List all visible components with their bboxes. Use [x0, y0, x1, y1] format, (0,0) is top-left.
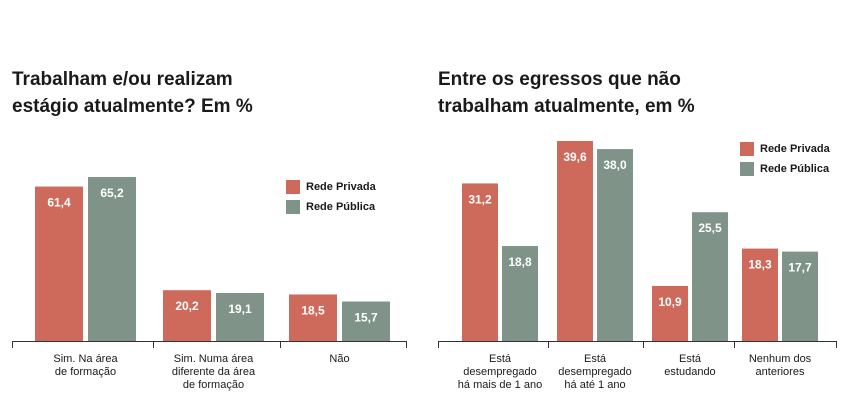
legend-item-rede-publica: Rede Pública — [740, 159, 830, 179]
x-tick-label-line: Nenhum dos — [749, 353, 812, 365]
chart-title-left: Trabalham e/ou realizam estágio atualmen… — [12, 66, 312, 120]
bar-value-label: 31,2 — [468, 192, 492, 206]
x-tick-label: Nenhum dos anteriores — [749, 353, 812, 378]
bar-rede-publica — [692, 212, 728, 341]
x-tick-label: Está desempregado há mais de 1 ano — [458, 353, 542, 391]
bar-rede-publica — [597, 149, 633, 341]
x-tick-label-line: Está — [584, 353, 607, 365]
x-tick-label-line: diferente da área — [172, 366, 256, 378]
bar-rede-publica — [216, 292, 264, 341]
bar-value-label: 25,5 — [698, 221, 722, 235]
bar-rede-privada — [652, 285, 688, 341]
chart-panel-right: Entre os egressos que não trabalham atua… — [430, 0, 868, 413]
x-tick-label-line: anteriores — [756, 366, 805, 378]
x-tick-label-line: Sim. Numa área — [174, 353, 254, 365]
x-tick-label: Está estudando — [664, 353, 715, 378]
x-tick-label-line: há até 1 ano — [564, 379, 625, 391]
bar-value-label: 39,6 — [563, 150, 587, 164]
bar-rede-publica — [342, 301, 390, 341]
legend-swatch-rede-privada — [286, 180, 300, 194]
bar-value-label: 38,0 — [603, 158, 627, 172]
x-tick-label-line: desempregado — [463, 366, 536, 378]
bar-rede-privada — [742, 248, 778, 341]
legend-label-rede-publica: Rede Pública — [306, 201, 376, 213]
bar-value-label: 61,4 — [47, 196, 71, 210]
legend-label-rede-privada: Rede Privada — [760, 143, 830, 155]
x-tick-label-line: estudando — [664, 366, 715, 378]
x-tick-label-line: há mais de 1 ano — [458, 379, 542, 391]
bar-rede-privada — [289, 294, 337, 341]
legend-item-rede-privada: Rede Privada — [740, 139, 830, 159]
legend-label-rede-publica: Rede Pública — [760, 163, 830, 175]
bar-value-label: 17,7 — [788, 261, 812, 275]
legend-right: Rede Privada Rede Pública — [740, 139, 830, 179]
x-tick-label: Sim. Numa área diferente da área de formaç… — [172, 353, 256, 391]
bar-value-label: 15,7 — [354, 311, 378, 325]
x-tick-label-line: Está — [679, 353, 702, 365]
bar-value-label: 20,2 — [175, 299, 199, 313]
chart-panel-left: Trabalham e/ou realizam estágio atualmen… — [0, 0, 420, 413]
bar-rede-privada — [35, 186, 83, 341]
legend-left: Rede Privada Rede Pública — [286, 177, 376, 217]
bar-rede-publica — [88, 177, 136, 341]
x-tick-label-line: de formação — [183, 379, 244, 391]
bar-value-label: 10,9 — [658, 295, 682, 309]
bar-rede-privada — [163, 290, 211, 341]
x-tick-label: Não — [329, 353, 349, 365]
chart-title-right-line-1: Entre os egressos que não — [438, 69, 681, 90]
x-tick-label-line: de formação — [55, 366, 116, 378]
legend-swatch-rede-privada — [740, 142, 754, 156]
bar-value-label: 19,1 — [228, 302, 252, 316]
legend-item-rede-publica: Rede Pública — [286, 197, 376, 217]
bar-value-label: 18,5 — [301, 303, 325, 317]
x-tick-label: Sim. Na área de formação — [53, 353, 118, 378]
bar-value-label: 65,2 — [100, 186, 124, 200]
bar-rede-publica — [502, 246, 538, 341]
bar-rede-privada — [462, 183, 498, 341]
bar-rede-privada — [557, 141, 593, 341]
x-tick-label: Está desempregado há até 1 ano — [558, 353, 631, 391]
bar-value-label: 18,3 — [748, 258, 772, 272]
x-tick-label-line: Sim. Na área — [53, 353, 118, 365]
chart-title-left-line-2: estágio atualmente? Em % — [12, 96, 253, 117]
bar-rede-publica — [782, 251, 818, 341]
legend-item-rede-privada: Rede Privada — [286, 177, 376, 197]
legend-swatch-rede-publica — [740, 162, 754, 176]
x-tick-label-line: Está — [489, 353, 512, 365]
legend-label-rede-privada: Rede Privada — [306, 181, 376, 193]
legend-swatch-rede-publica — [286, 200, 300, 214]
chart-title-left-line-1: Trabalham e/ou realizam — [12, 69, 233, 90]
chart-title-right: Entre os egressos que não trabalham atua… — [438, 66, 748, 120]
bar-value-label: 18,8 — [508, 255, 532, 269]
x-tick-label-line: desempregado — [558, 366, 631, 378]
x-tick-label-line: Não — [329, 353, 349, 365]
chart-title-right-line-2: trabalham atualmente, em % — [438, 96, 695, 117]
